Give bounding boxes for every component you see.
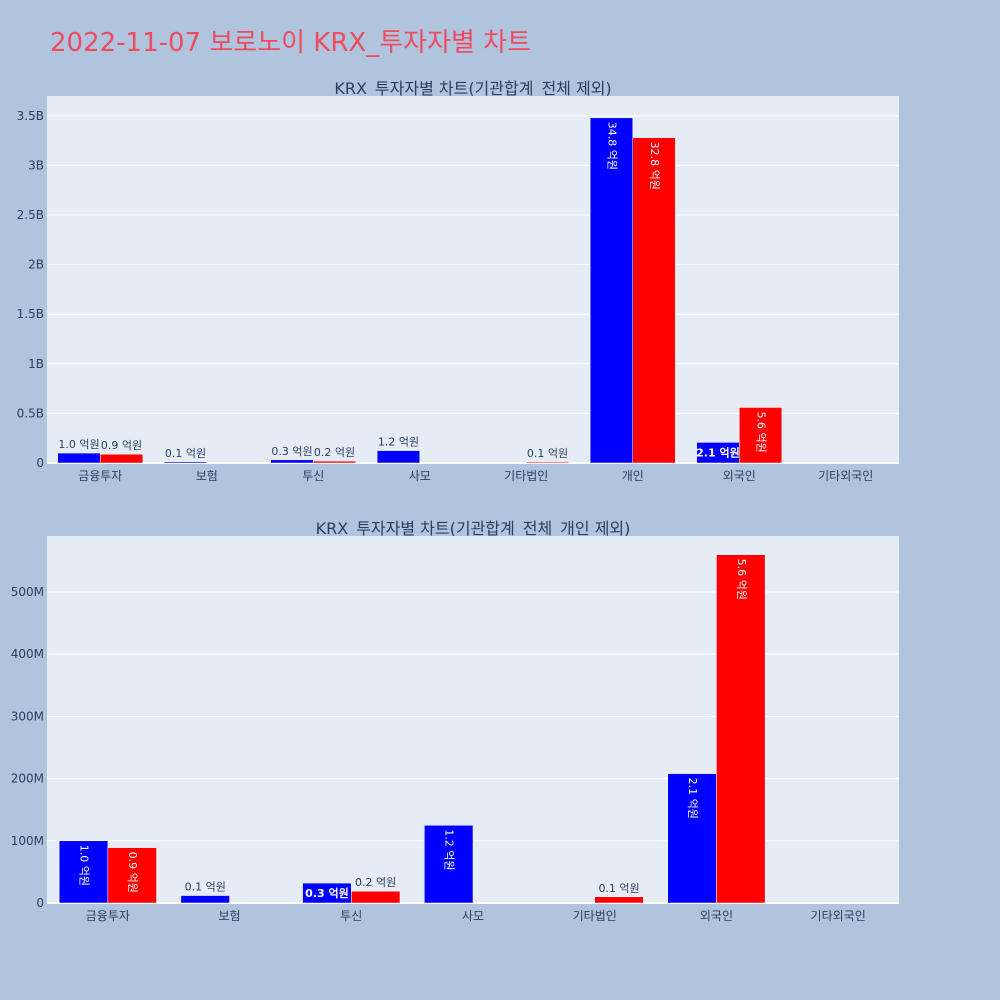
bar — [667, 773, 717, 904]
bar-label: 0.9 억원 — [126, 852, 139, 893]
bar-label: 1.0 억원 — [78, 845, 91, 886]
bar — [270, 459, 314, 464]
bar — [739, 407, 783, 464]
y-tick-label: 2B — [28, 258, 44, 272]
bar-label: 0.1 억원 — [598, 882, 639, 895]
bar-label: 1.0 억원 — [58, 438, 99, 451]
bar-label: 0.3 억원 — [271, 445, 312, 458]
x-tick-label: 투신 — [302, 469, 324, 483]
bar — [589, 117, 634, 464]
x-tick-label: 투신 — [340, 909, 362, 923]
y-tick-label: 1B — [28, 357, 44, 371]
bar — [100, 453, 144, 464]
bar — [632, 137, 676, 464]
bar-label: 0.3 억원 — [305, 886, 349, 900]
bar-label: 0.2 억원 — [355, 876, 396, 889]
bar-label: 32.8 억원 — [648, 142, 661, 190]
bar — [107, 847, 157, 904]
bottom-bar-chart: KRX_투자자별 차트(기관합계_전체_개인 제외) 0 100M 200M 300M 4… — [11, 519, 899, 923]
bar-label: 1.2 억원 — [443, 829, 456, 870]
bar-label: 0.1 억원 — [527, 447, 568, 460]
x-tick-label: 기타법인 — [504, 469, 548, 483]
bar — [313, 460, 357, 464]
bar-label: 5.6 억원 — [755, 411, 768, 452]
x-tick-label: 금융투자 — [86, 909, 130, 923]
x-tick-label: 보험 — [219, 909, 241, 923]
x-tick-label: 금융투자 — [78, 469, 122, 483]
bar-label: 0.2 억원 — [314, 446, 355, 459]
bar — [180, 895, 230, 904]
bar-label: 2.1 억원 — [696, 446, 740, 460]
y-tick-label: 1.5B — [17, 307, 44, 321]
y-tick-label: 100M — [11, 834, 44, 848]
chart-title: KRX_투자자별 차트(기관합계_전체_개인 제외) — [316, 519, 631, 539]
bar — [424, 824, 474, 904]
x-tick-label: 기타외국인 — [811, 909, 866, 923]
bar-label: 1.2 억원 — [378, 436, 419, 449]
chart-title: KRX_투자자별 차트(기관합계_전체 제외) — [334, 79, 611, 99]
bar-label: 0.9 억원 — [101, 439, 142, 452]
top-bar-chart: KRX_투자자별 차트(기관합계_전체 제외) 0 0.5B 1B 1.5B 2B 2.5B… — [17, 79, 899, 483]
y-tick-label: 0.5B — [17, 406, 44, 420]
y-tick-label: 0 — [36, 896, 44, 910]
bar — [163, 461, 207, 464]
x-tick-label: 기타법인 — [573, 909, 617, 923]
y-tick-label: 2.5B — [17, 208, 44, 222]
bar-label: 0.1 억원 — [165, 447, 206, 460]
bar-label: 5.6 억원 — [735, 559, 748, 600]
bar-label: 34.8 억원 — [605, 122, 618, 170]
y-tick-label: 500M — [11, 585, 44, 599]
x-tick-label: 외국인 — [700, 909, 733, 923]
y-tick-label: 400M — [11, 647, 44, 661]
bar — [376, 450, 420, 464]
y-tick-label: 0 — [36, 456, 44, 470]
x-tick-label: 보험 — [196, 469, 218, 483]
y-tick-label: 200M — [11, 772, 44, 786]
bar-label: 2.1 억원 — [686, 778, 699, 819]
bar — [57, 452, 101, 464]
bar — [716, 554, 766, 904]
x-tick-label: 사모 — [462, 909, 484, 923]
y-tick-label: 3B — [28, 158, 44, 172]
bar — [526, 461, 570, 464]
bar — [58, 840, 109, 904]
x-tick-label: 기타외국인 — [818, 469, 873, 483]
y-tick-label: 300M — [11, 709, 44, 723]
page-title: 2022-11-07 보로노이 KRX_투자자별 차트 — [50, 28, 532, 58]
bar-label: 0.1 억원 — [185, 881, 226, 894]
x-tick-label: 외국인 — [723, 469, 756, 483]
bar — [351, 890, 401, 904]
x-tick-label: 개인 — [622, 469, 644, 483]
y-tick-label: 3.5B — [17, 109, 44, 123]
x-tick-label: 사모 — [409, 469, 431, 483]
plot-area — [47, 96, 899, 463]
bar — [594, 896, 644, 904]
